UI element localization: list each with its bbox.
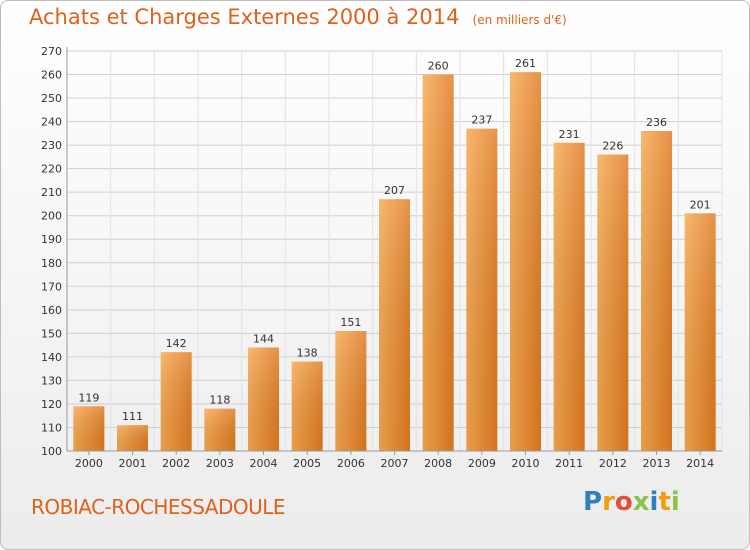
bar-shade	[422, 74, 454, 451]
y-tick-label: 220	[41, 163, 62, 176]
logo-letter: r	[602, 487, 615, 517]
bar-shade	[291, 361, 323, 451]
x-tick-label: 2007	[381, 457, 409, 470]
x-tick-label: 2010	[512, 457, 540, 470]
data-label: 111	[122, 410, 143, 423]
bar-shade	[466, 128, 498, 451]
y-tick-label: 250	[41, 92, 62, 105]
data-label: 237	[471, 114, 492, 127]
x-tick-label: 2011	[555, 457, 583, 470]
axis-layer: 100 110 120 130 140 150 160 170 180 190 200 210 220 2…	[41, 45, 722, 470]
bar-shade	[335, 331, 367, 451]
y-tick-label: 130	[41, 374, 62, 387]
y-tick-label: 270	[41, 45, 62, 58]
y-tick-label: 230	[41, 139, 62, 152]
bar-shade	[684, 213, 716, 451]
chart-title: Achats et Charges Externes 2000 à 2014	[29, 5, 460, 29]
y-tick-label: 180	[41, 257, 62, 270]
bars-layer	[73, 72, 716, 452]
y-tick-label: 160	[41, 304, 62, 317]
y-tick-label: 210	[41, 186, 62, 199]
bar-shade	[510, 72, 541, 452]
y-tick-label: 150	[41, 327, 62, 340]
data-label: 236	[646, 116, 667, 129]
y-tick-label: 110	[41, 421, 62, 434]
x-tick-label: 2006	[337, 457, 365, 470]
x-tick-label: 2000	[75, 457, 103, 470]
data-label: 231	[559, 128, 580, 141]
data-label: 144	[253, 332, 274, 345]
bar-shade	[204, 408, 236, 451]
title-row: Achats et Charges Externes 2000 à 2014 (…	[29, 5, 567, 29]
bar-shade	[379, 199, 410, 451]
x-tick-label: 2008	[424, 457, 452, 470]
x-tick-label: 2001	[119, 457, 147, 470]
data-label: 261	[515, 57, 536, 70]
data-label: 207	[384, 184, 405, 197]
logo-letter: i	[670, 487, 680, 517]
y-tick-label: 240	[41, 116, 62, 129]
bar-shade	[117, 425, 148, 451]
logo-letter: t	[658, 487, 671, 517]
data-label: 118	[209, 394, 230, 407]
y-tick-label: 120	[41, 398, 62, 411]
place-name: ROBIAC-ROCHESSADOULE	[31, 495, 286, 519]
logo-letter: o	[614, 487, 633, 517]
data-label: 201	[690, 198, 711, 211]
data-label: 142	[166, 337, 187, 350]
y-tick-label: 260	[41, 69, 62, 82]
x-tick-label: 2003	[206, 457, 234, 470]
proxiti-logo: Proxiti	[583, 487, 680, 517]
y-tick-label: 190	[41, 233, 62, 246]
data-label: 260	[428, 60, 449, 73]
logo-letter: i	[649, 487, 659, 517]
logo-letter: x	[632, 487, 650, 517]
data-label: 151	[340, 316, 361, 329]
x-tick-label: 2014	[686, 457, 714, 470]
x-tick-label: 2004	[250, 457, 278, 470]
logo-letter: P	[583, 487, 603, 517]
bar-shade	[641, 131, 672, 451]
bar-shade	[160, 352, 192, 451]
data-label: 226	[602, 140, 623, 153]
labels-layer: 119 111 142 118 144 138 151 207 260 237 261 231 226 2…	[78, 57, 710, 423]
x-tick-label: 2002	[162, 457, 190, 470]
data-label: 138	[297, 347, 318, 360]
x-tick-label: 2012	[599, 457, 627, 470]
y-tick-label: 170	[41, 280, 62, 293]
bar-shade	[73, 406, 105, 451]
y-tick-label: 100	[41, 445, 62, 458]
bar-shade	[248, 347, 279, 451]
data-label: 119	[78, 391, 99, 404]
x-tick-label: 2009	[468, 457, 496, 470]
bar-shade	[597, 154, 629, 451]
x-tick-label: 2013	[643, 457, 671, 470]
x-tick-label: 2005	[293, 457, 321, 470]
bar-shade	[553, 142, 585, 451]
y-tick-label: 200	[41, 210, 62, 223]
y-tick-label: 140	[41, 351, 62, 364]
chart-subtitle: (en milliers d'€)	[472, 13, 567, 27]
